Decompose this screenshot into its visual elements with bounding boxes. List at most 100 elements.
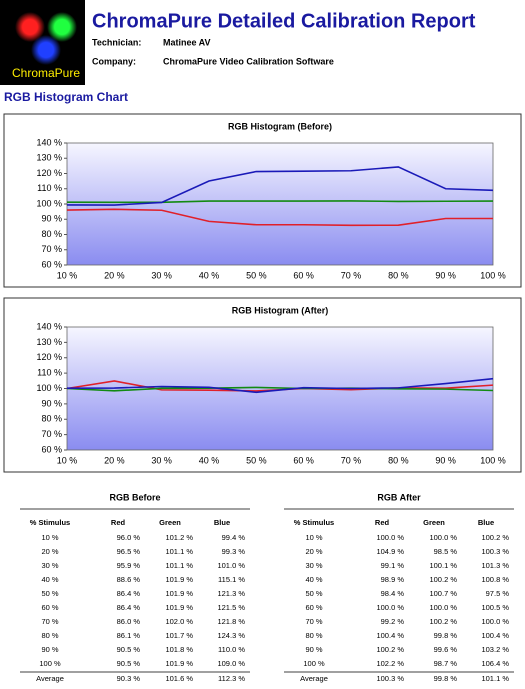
table-cell: 99.2 % [381,617,405,626]
column-header: % Stimulus [294,518,334,527]
table-cell: 86.4 % [117,589,141,598]
table-title: RGB Before [109,492,160,502]
table-cell: 100.1 % [429,561,457,570]
table-cell: 100.2 % [429,575,457,584]
y-tick-label: 140 % [36,137,62,147]
table-cell: 86.1 % [117,631,141,640]
series-line [66,208,493,227]
y-tick-label: 60 % [41,444,62,454]
table-cell: 88.6 % [117,575,141,584]
field-value: Matinee AV [163,37,211,47]
table-cell: 100.3 % [481,547,509,556]
table-cell: 100.0 % [429,603,457,612]
table-cell: 90 % [305,645,322,654]
table-cell: 100.2 % [376,645,404,654]
x-tick-label: 40 % [199,455,220,465]
table-cell: 106.4 % [481,659,509,668]
table-cell: 90 % [41,645,58,654]
table-cell: 100 % [39,659,61,668]
table-cell: 20 % [305,547,322,556]
x-tick-label: 40 % [199,270,220,280]
table-cell: 98.4 % [381,589,405,598]
table-footer: 90.3 % [117,674,141,683]
y-tick-label: 130 % [36,153,62,163]
table-cell: 100.4 % [376,631,404,640]
table-cell: 10 % [41,533,58,542]
column-header: % Stimulus [30,518,70,527]
table-title: RGB After [377,492,421,502]
x-tick-label: 50 % [246,270,267,280]
x-tick-label: 80 % [388,455,409,465]
x-tick-label: 20 % [104,455,125,465]
table-cell: 100.0 % [376,533,404,542]
field-label: Company: [92,56,136,66]
x-tick-label: 20 % [104,270,125,280]
table-cell: 121.3 % [217,589,245,598]
table-cell: 100.0 % [481,617,509,626]
table-cell: 70 % [41,617,58,626]
y-tick-label: 70 % [41,244,62,254]
table-cell: 100.2 % [481,533,509,542]
table-cell: 99.1 % [381,561,405,570]
series-line [66,377,494,394]
y-tick-label: 90 % [41,398,62,408]
table-cell: 101.7 % [165,631,193,640]
table-cell: 86.4 % [117,603,141,612]
column-header: Red [375,518,390,527]
table-cell: 101.2 % [165,533,193,542]
table-cell: 101.9 % [165,603,193,612]
column-header: Red [111,518,126,527]
x-tick-label: 100 % [480,455,506,465]
table-cell: 101.3 % [481,561,509,570]
table-cell: 95.9 % [117,561,141,570]
table-cell: 101.9 % [165,659,193,668]
table-cell: 98.5 % [434,547,458,556]
table-footer: 112.3 % [218,674,245,683]
table-cell: 60 % [41,603,58,612]
y-tick-label: 100 % [36,198,62,208]
table-cell: 101.1 % [165,547,193,556]
table-cell: 100.5 % [481,603,509,612]
table-cell: 115.1 % [218,575,245,584]
y-tick-label: 70 % [41,429,62,439]
logo-text: ChromaPure [12,66,80,80]
table-footer: Average [36,674,64,683]
table-footer: 101.1 % [481,674,509,683]
column-header: Green [423,518,445,527]
table-cell: 121.5 % [217,603,245,612]
report-title: ChromaPure Detailed Calibration Report [92,10,476,32]
table-cell: 124.3 % [217,631,245,640]
table-cell: 100.0 % [429,533,457,542]
logo-blue [31,35,61,65]
table-cell: 50 % [41,589,58,598]
table-cell: 30 % [41,561,58,570]
x-tick-label: 60 % [293,455,314,465]
table-cell: 97.5 % [486,589,510,598]
table-cell: 80 % [305,631,322,640]
y-tick-label: 120 % [36,352,62,362]
x-tick-label: 70 % [341,455,362,465]
x-tick-label: 100 % [480,270,506,280]
y-tick-label: 110 % [37,368,62,378]
x-tick-label: 10 % [57,455,78,465]
table-cell: 100.4 % [481,631,509,640]
column-header: Blue [478,518,494,527]
field-value: ChromaPure Video Calibration Software [163,56,334,66]
table-cell: 99.8 % [434,631,458,640]
table-cell: 100.7 % [429,589,457,598]
x-tick-label: 90 % [435,455,456,465]
table-cell: 101.8 % [165,645,193,654]
y-tick-label: 140 % [36,321,62,331]
column-header: Blue [214,518,230,527]
table-cell: 109.0 % [217,659,245,668]
y-tick-label: 80 % [41,414,62,424]
y-tick-label: 110 % [37,183,62,193]
table-cell: 99.6 % [434,645,458,654]
y-tick-label: 120 % [36,168,62,178]
x-tick-label: 90 % [435,270,456,280]
table-cell: 98.9 % [381,575,405,584]
table-cell: 99.4 % [222,533,246,542]
y-tick-label: 90 % [41,214,62,224]
table-cell: 40 % [41,575,58,584]
y-tick-label: 80 % [41,229,62,239]
